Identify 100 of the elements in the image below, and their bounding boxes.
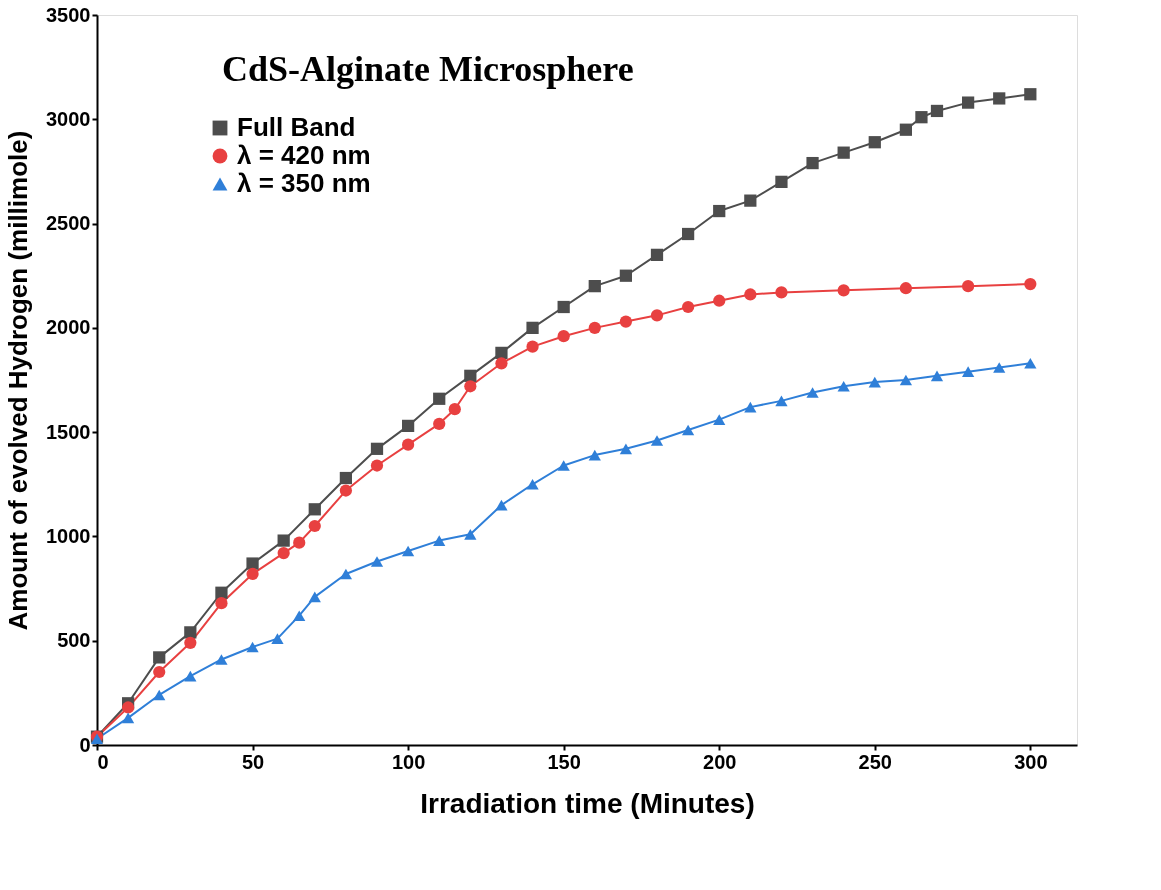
point [713, 414, 726, 425]
point [526, 478, 539, 490]
point [271, 633, 284, 644]
point [433, 417, 446, 430]
point [930, 104, 944, 118]
y-axis-title: Amount of evolved Hydrogen (millimole) [3, 130, 34, 631]
legend-label: λ = 420 nm [237, 140, 371, 170]
point [993, 362, 1006, 373]
x-tick-label: 100 [391, 750, 426, 773]
point [495, 346, 508, 360]
point [619, 269, 633, 282]
point [775, 286, 788, 299]
point [464, 380, 477, 393]
y-tick-label: 3000 [46, 107, 91, 130]
x-tick-label: 300 [1014, 750, 1048, 773]
point [681, 227, 695, 241]
x-tick-label: 200 [703, 750, 737, 773]
point [713, 294, 726, 307]
point [1024, 277, 1037, 291]
point [588, 321, 601, 334]
point [1024, 358, 1037, 369]
point [899, 282, 913, 295]
legend-label: λ = 350 nm [237, 168, 371, 198]
point [293, 610, 306, 621]
x-tick-label: 250 [858, 750, 892, 773]
point [153, 651, 166, 664]
point [744, 401, 757, 413]
point [339, 471, 353, 485]
point [915, 111, 928, 124]
point [961, 366, 975, 377]
point [370, 556, 384, 567]
point [401, 419, 415, 433]
point [401, 545, 415, 557]
y-tick-label: 2500 [46, 212, 91, 235]
point [744, 194, 757, 207]
point [277, 534, 290, 547]
text: CdS-Alginate Microsphere [222, 49, 634, 89]
point [557, 330, 570, 343]
point [837, 146, 850, 159]
point [433, 392, 446, 405]
point [744, 288, 757, 301]
point [153, 689, 166, 701]
point [588, 449, 601, 461]
point [401, 438, 415, 451]
point [650, 309, 664, 322]
point [215, 597, 228, 610]
point [526, 340, 539, 353]
point [215, 586, 228, 599]
point [650, 248, 664, 261]
point [370, 459, 384, 472]
point [899, 374, 913, 386]
point [277, 547, 290, 560]
point [837, 284, 850, 297]
point [339, 568, 353, 580]
point [619, 443, 633, 455]
y-tick-label: 3500 [46, 3, 91, 26]
point [588, 280, 601, 293]
point [775, 395, 788, 407]
point [246, 641, 259, 653]
x-tick-label: 0 [97, 750, 109, 773]
point [184, 636, 197, 649]
point [246, 557, 259, 570]
point [464, 529, 477, 540]
point [526, 321, 539, 334]
point [308, 519, 321, 533]
point [215, 654, 228, 665]
y-tick-label: 1000 [46, 524, 91, 547]
point [293, 536, 306, 549]
point [775, 175, 788, 188]
point [837, 380, 850, 392]
point [1024, 88, 1037, 101]
legend-label: Full Band [237, 112, 356, 142]
y-tick-label: 0 [79, 733, 91, 756]
point [448, 403, 461, 416]
point [495, 499, 508, 511]
y-tick-label: 1500 [46, 420, 91, 443]
x-axis-title: Irradiation time (Minutes) [420, 787, 755, 819]
point [153, 665, 166, 679]
point [121, 712, 135, 724]
point [339, 484, 353, 497]
point [961, 96, 975, 109]
y-tick-label: 2000 [46, 316, 91, 339]
point [993, 92, 1006, 105]
point [184, 670, 197, 682]
point [433, 535, 446, 546]
point [557, 300, 570, 314]
point [557, 460, 570, 471]
point [868, 376, 881, 388]
point [370, 442, 384, 455]
x-tick-label: 150 [547, 750, 581, 773]
point [121, 701, 135, 714]
point [806, 156, 819, 170]
point [930, 370, 944, 382]
point [246, 567, 259, 581]
point [308, 503, 321, 516]
point [681, 424, 695, 436]
point [806, 387, 819, 398]
point [495, 357, 508, 370]
point [619, 315, 633, 328]
point [308, 591, 321, 603]
